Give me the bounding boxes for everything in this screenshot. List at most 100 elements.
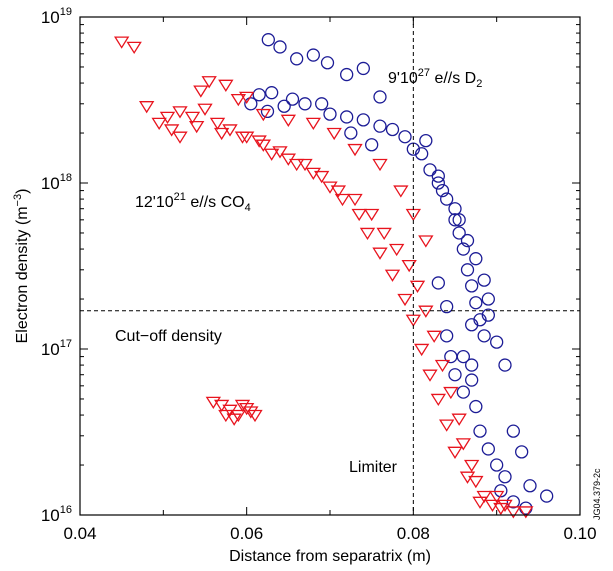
data-point-circle: [344, 126, 358, 140]
annotation-co4: 12'1021 e//s CO4: [135, 191, 251, 214]
data-point-triangle: [447, 446, 463, 459]
data-point-circle: [398, 130, 412, 144]
data-point-triangle: [418, 235, 434, 248]
data-point-circle: [540, 489, 554, 503]
data-point-triangle: [238, 91, 255, 105]
data-point-circle: [519, 501, 533, 515]
data-point-triangle: [405, 314, 422, 327]
plot-frame: [79, 16, 581, 516]
series-co4-triangles: [113, 36, 534, 519]
data-point-triangle: [234, 399, 251, 413]
data-point-triangle: [388, 243, 405, 257]
data-point-triangle: [188, 120, 205, 134]
data-point-triangle: [255, 139, 272, 152]
data-point-triangle: [313, 170, 330, 184]
annotation-cutoff-density: Cut−off density: [115, 328, 222, 345]
data-point-triangle: [459, 471, 476, 484]
data-point-triangle: [430, 393, 447, 407]
data-point-triangle: [347, 193, 363, 207]
data-point-circle: [244, 97, 258, 111]
data-point-circle: [481, 442, 495, 456]
data-point-circle: [448, 368, 462, 382]
data-point-triangle: [351, 208, 367, 222]
data-point-triangle: [330, 185, 347, 198]
data-point-circle: [323, 107, 337, 121]
data-point-triangle: [397, 293, 413, 307]
data-point-triangle: [322, 181, 338, 194]
data-point-circle: [477, 329, 491, 343]
data-point-triangle: [184, 111, 201, 125]
data-point-triangle: [138, 101, 155, 114]
annotation-d2: 9'1027 e//s D2: [388, 67, 482, 90]
data-point-circle: [523, 479, 537, 493]
data-point-circle: [473, 424, 487, 438]
data-point-triangle: [363, 208, 380, 222]
data-point-circle: [431, 176, 445, 190]
data-point-circle: [356, 61, 370, 76]
data-point-circle: [515, 445, 529, 459]
data-point-triangle: [422, 369, 438, 382]
data-point-circle: [465, 279, 479, 293]
data-point-circle: [385, 122, 400, 137]
x-tick-label: 0.10: [563, 524, 596, 543]
data-point-triangle: [426, 330, 442, 343]
data-point-circle: [315, 97, 329, 111]
data-point-triangle: [230, 409, 247, 423]
data-point-circle: [498, 358, 512, 372]
data-point-circle: [423, 163, 437, 177]
data-point-circle: [465, 358, 479, 372]
data-point-triangle: [151, 117, 167, 131]
data-point-circle: [419, 133, 433, 148]
data-point-circle: [498, 470, 512, 484]
data-point-triangle: [451, 413, 467, 426]
data-point-triangle: [263, 148, 280, 161]
data-point-triangle: [438, 419, 455, 432]
data-point-circle: [481, 308, 495, 322]
data-point-triangle: [413, 343, 430, 357]
data-point-circle: [469, 399, 483, 414]
data-point-circle: [448, 213, 462, 227]
data-point-triangle: [243, 406, 259, 419]
data-point-triangle: [272, 146, 288, 159]
data-point-triangle: [255, 108, 272, 122]
data-point-circle: [365, 138, 379, 152]
data-point-triangle: [305, 117, 322, 131]
data-point-triangle: [213, 127, 230, 141]
data-point-triangle: [463, 459, 480, 473]
data-point-circle: [440, 299, 454, 314]
data-point-circle: [415, 147, 429, 161]
data-point-circle: [252, 88, 266, 102]
data-point-circle: [431, 276, 445, 290]
series-d2-circles: [244, 33, 554, 515]
data-point-circle: [465, 373, 479, 387]
data-point-triangle: [247, 409, 263, 423]
data-point-circle: [440, 329, 454, 343]
data-point-circle: [356, 113, 370, 127]
y-axis: 1016 1017 1018 1019: [41, 6, 580, 525]
data-point-circle: [448, 202, 462, 216]
data-point-triangle: [172, 131, 188, 144]
data-point-triangle: [218, 79, 234, 92]
data-point-circle: [494, 484, 508, 498]
y-tick-label: 1018: [41, 172, 72, 193]
data-point-triangle: [288, 158, 305, 172]
data-point-circle: [460, 233, 475, 248]
data-point-triangle: [409, 280, 426, 293]
data-point-triangle: [209, 117, 226, 131]
data-point-circle: [460, 263, 475, 277]
y-tick-label: 1017: [41, 338, 72, 359]
data-point-circle: [469, 296, 483, 310]
data-point-triangle: [251, 135, 267, 148]
x-tick-label: 0.06: [230, 524, 263, 543]
data-point-triangle: [126, 41, 142, 55]
data-point-circle: [340, 67, 354, 82]
data-point-circle: [456, 385, 470, 399]
data-point-circle: [261, 33, 275, 47]
data-point-triangle: [372, 247, 388, 260]
data-point-triangle: [113, 36, 130, 49]
data-point-triangle: [497, 499, 513, 513]
data-point-circle: [477, 273, 491, 287]
data-point-circle: [265, 86, 279, 100]
data-point-circle: [273, 40, 287, 54]
data-point-circle: [277, 99, 291, 113]
